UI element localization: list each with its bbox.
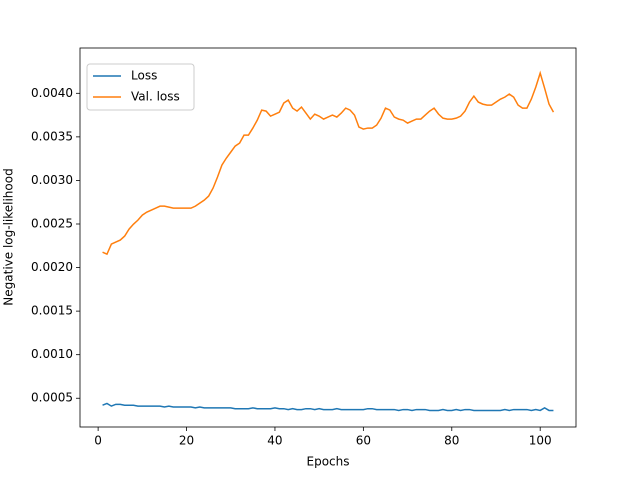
x-tick-label: 20 [179, 434, 194, 448]
x-tick-label: 40 [267, 434, 282, 448]
plot-frame [79, 47, 577, 428]
y-tick-label: 0.0035 [31, 129, 73, 143]
y-tick-label: 0.0005 [31, 391, 73, 405]
y-axis-label: Negative log-likelihood [2, 168, 16, 305]
x-tick-label: 80 [444, 434, 459, 448]
y-tick-label: 0.0040 [31, 86, 73, 100]
series-line [102, 70, 555, 256]
y-tick-label: 0.0025 [31, 216, 73, 230]
y-tick-label: 0.0030 [31, 173, 73, 187]
legend-label: Loss [131, 69, 157, 83]
y-tick-label: 0.0010 [31, 347, 73, 361]
y-tick-label: 0.0020 [31, 260, 73, 274]
x-tick-label: 0 [94, 434, 102, 448]
x-tick-label: 100 [529, 434, 552, 448]
x-axis-label: Epochs [307, 455, 350, 469]
x-tick-label: 60 [356, 434, 371, 448]
legend-label: Val. loss [131, 90, 180, 104]
y-tick-label: 0.0015 [31, 304, 73, 318]
series-line [102, 402, 554, 412]
